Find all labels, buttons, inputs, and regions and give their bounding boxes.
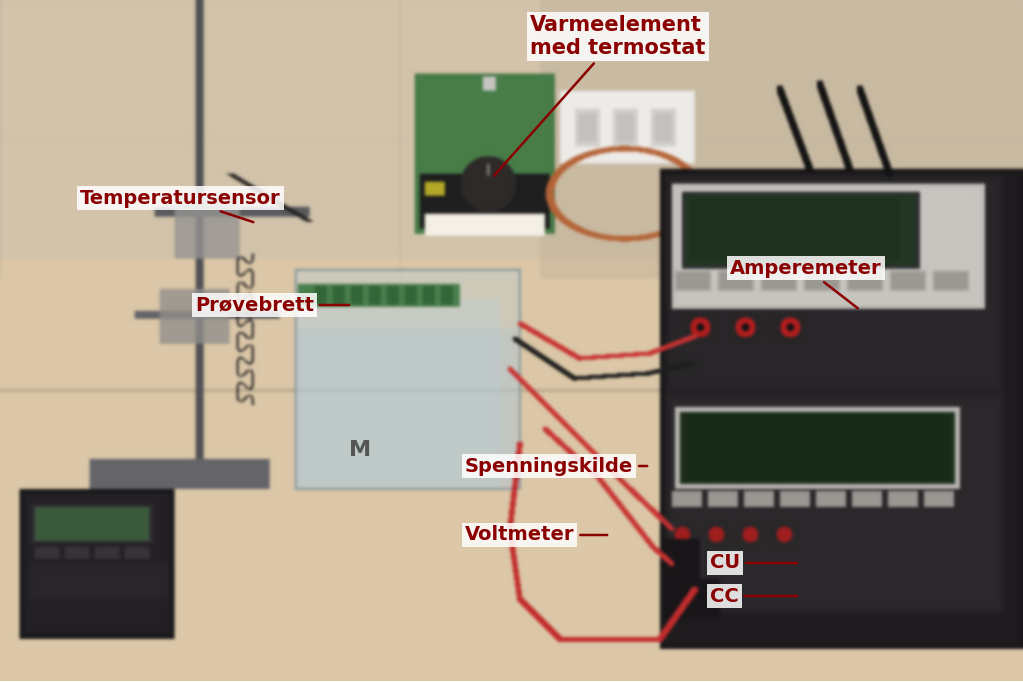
Text: CU: CU bbox=[710, 554, 797, 572]
Text: Voltmeter: Voltmeter bbox=[465, 526, 608, 544]
Text: Temperatursensor: Temperatursensor bbox=[80, 188, 280, 222]
Text: Prøvebrett: Prøvebrett bbox=[195, 295, 349, 314]
Text: CC: CC bbox=[710, 587, 797, 606]
Text: Amperemeter: Amperemeter bbox=[730, 258, 882, 308]
Text: Spenningskilde: Spenningskilde bbox=[465, 456, 648, 475]
Text: Varmeelement
med termostat: Varmeelement med termostat bbox=[494, 15, 706, 176]
Text: M: M bbox=[349, 440, 371, 460]
